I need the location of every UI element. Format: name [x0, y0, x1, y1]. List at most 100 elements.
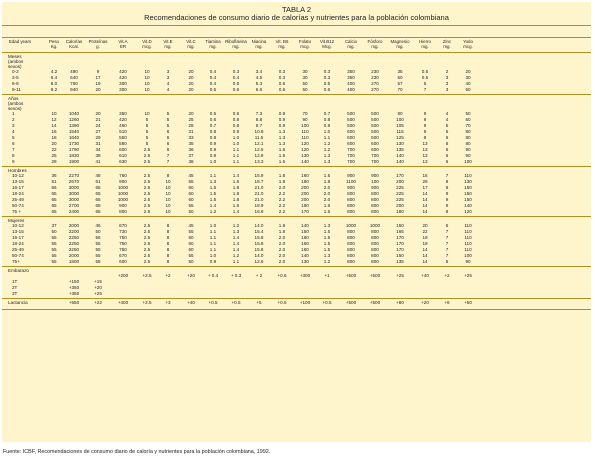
table-cell: +40 — [421, 273, 429, 278]
table-cell: 2.2 — [278, 191, 286, 196]
column-header: Vit.A ER — [110, 39, 136, 49]
table-cell: 20 — [422, 223, 428, 228]
table-cell: 610 — [119, 153, 127, 158]
table-cell: +1 — [324, 273, 330, 278]
table-cell: 14 — [422, 203, 428, 208]
table-cell: 2.5 — [143, 247, 151, 252]
table-cell: +25 — [396, 273, 404, 278]
table-cell: 90 — [302, 117, 308, 122]
table-cell: 14 — [422, 191, 428, 196]
table-cell: 3.4 — [255, 69, 263, 74]
table-cell: 200 — [301, 191, 309, 196]
table-cell: 0.4 — [232, 75, 240, 80]
table-cell: 115 — [396, 129, 404, 134]
table-cell: 1640 — [68, 135, 80, 140]
table-cell: 12.1 — [254, 141, 264, 146]
table-cell: 600 — [347, 129, 355, 134]
row-label: 9 — [12, 159, 15, 164]
table-cell: 14 — [51, 123, 57, 128]
table-cell: 1540 — [68, 129, 80, 134]
column-header: Riboflavina mg. — [223, 39, 249, 49]
table-cell: 28 — [188, 123, 194, 128]
table-cell: +0.5 — [208, 300, 218, 305]
table-cell: 28 — [51, 159, 57, 164]
table-cell: 60 — [188, 191, 194, 196]
table-cell: 0.5 — [421, 69, 429, 74]
table-cell: 700 — [371, 153, 379, 158]
table-cell: 1.5 — [209, 197, 217, 202]
table-cell: 8.0 — [50, 81, 58, 86]
table-cell: 50 — [188, 259, 194, 264]
table-cell: 600 — [347, 141, 355, 146]
table-cell: 21.0 — [254, 185, 264, 190]
table-cell: 29 — [95, 135, 101, 140]
table-cell: +6 — [444, 300, 450, 305]
column-header: Vit.E mg. — [155, 39, 181, 49]
table-cell: 110 — [464, 223, 472, 228]
table-cell: 2.5 — [143, 185, 151, 190]
column-header-name: Vit. B6 — [275, 39, 289, 44]
table-cell: 750 — [119, 241, 127, 246]
table-cell: 12.6 — [254, 259, 264, 264]
column-header: Yodo mcg. — [455, 39, 481, 49]
table-cell: 65 — [95, 197, 101, 202]
column-header-unit: mcg. — [300, 44, 310, 49]
table-cell: 13 — [422, 141, 428, 146]
table-cell: 6 — [445, 223, 449, 228]
table-cell: 38 — [188, 159, 194, 164]
table-cell: 2.0 — [323, 191, 331, 196]
table-cell: +350 — [68, 285, 80, 290]
table-cell: 3 — [445, 81, 449, 86]
table-cell: 5 — [145, 129, 149, 134]
table-cell: 1.1 — [232, 159, 240, 164]
table-cell: 45 — [188, 223, 194, 228]
table-cell: 1800 — [68, 259, 80, 264]
table-cell: 10 — [165, 185, 171, 190]
table-cell: 65 — [51, 203, 57, 208]
table-cell: 0.9 — [209, 147, 217, 152]
table-cell: 55 — [95, 241, 101, 246]
table-cell: 55 — [188, 203, 194, 208]
table-cell: +40 — [187, 300, 195, 305]
column-header-name: Vit.C — [186, 39, 196, 44]
column-header: Vit.D mcg. — [134, 39, 160, 49]
table-cell: 500 — [347, 111, 355, 116]
table-cell: 160 — [301, 173, 309, 178]
table-cell: 1.1 — [209, 173, 217, 178]
section-label: Embarazo — [8, 268, 29, 273]
row-label: 18-24 — [12, 241, 24, 246]
table-cell: 7 — [423, 87, 427, 92]
table-cell: 5 — [145, 135, 149, 140]
table-cell: 0.8 — [209, 129, 217, 134]
table-cell: 160 — [301, 241, 309, 246]
table-cell: 8.8 — [255, 117, 263, 122]
table-cell: 1.0 — [232, 135, 240, 140]
row-divider — [2, 266, 591, 267]
table-cell: 9 — [423, 117, 427, 122]
table-cell: 0.6 — [323, 87, 331, 92]
table-cell: 70 — [397, 87, 403, 92]
table-cell: +20 — [421, 300, 429, 305]
column-header: Zinc mg. — [434, 39, 460, 49]
table-cell: 120 — [301, 147, 309, 152]
table-cell: 37 — [51, 223, 57, 228]
table-cell: 1.4 — [209, 203, 217, 208]
table-cell: +200 — [117, 273, 129, 278]
table-cell: 1.8 — [278, 173, 286, 178]
table-cell: 550 — [119, 135, 127, 140]
table-cell: 1.2 — [232, 253, 240, 258]
table-cell: 160 — [301, 247, 309, 252]
row-label: 1 — [12, 111, 15, 116]
table-cell: 25 — [51, 153, 57, 158]
table-cell: 61 — [95, 179, 101, 184]
row-label: 16-17 — [12, 185, 24, 190]
table-cell: 800 — [347, 229, 355, 234]
table-cell: 18.9 — [254, 203, 264, 208]
table-cell: 21.0 — [254, 197, 264, 202]
table-cell: 6 — [166, 141, 170, 146]
table-cell: 20 — [51, 141, 57, 146]
row-label: 6-8 — [12, 81, 19, 86]
row-label: 13-15 — [12, 179, 24, 184]
table-cell: 11.5 — [254, 135, 264, 140]
table-cell: 300 — [119, 87, 127, 92]
